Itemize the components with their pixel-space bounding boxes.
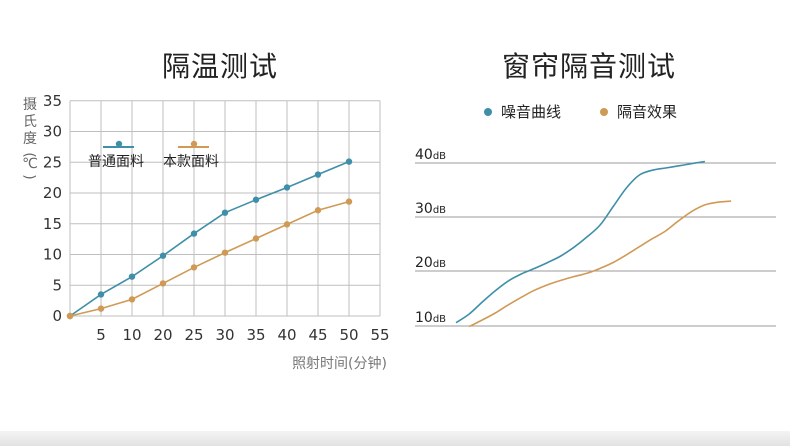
data-point [314,171,322,178]
x-tick-label: 5 [96,326,106,344]
y-tick-label: 0 [52,307,62,325]
data-point [190,264,198,271]
x-tick-label: 45 [308,326,327,344]
y-tick-label: 25 [43,153,62,171]
y-axis-label-char: 摄 [23,97,37,113]
series-line-1 [69,160,350,317]
data-point [252,196,260,203]
db-tick-label: 10dB [415,310,446,326]
data-point [345,158,353,165]
x-tick-label: 50 [339,326,358,344]
legend-swatch-dot [190,140,198,148]
data-point [221,249,229,256]
legend-label: 噪音曲线 [501,103,561,121]
noise-curve-1 [455,160,706,324]
y-tick-label: 5 [52,276,62,294]
data-point [159,252,167,259]
legend-dot [484,108,492,116]
bottom-band [0,431,790,446]
legend-label: 本款面料 [163,154,219,170]
y-tick-label: 15 [43,215,62,233]
y-tick-label: 30 [43,123,62,141]
data-point [190,230,198,237]
y-axis-label-char: 氏 [23,114,37,130]
series-line-2 [69,200,350,317]
y-tick-label: 20 [43,184,62,202]
db-tick-label: 20dB [415,255,446,271]
data-point [97,291,105,298]
y-axis-label-char: 度 [23,131,37,147]
y-axis-label-char: ℃ [22,156,38,172]
data-point [66,312,74,320]
db-tick-label: 30dB [415,201,446,217]
x-tick-label: 20 [153,326,172,344]
x-tick-label: 40 [277,326,296,344]
data-point [283,184,291,191]
x-axis-label: 照射时间(分钟) [292,355,387,372]
x-tick-label: 35 [246,326,265,344]
x-tick-label: 30 [215,326,234,344]
y-axis-label-char: ) [21,174,37,179]
data-point [252,235,260,242]
data-point [128,296,136,303]
legend-label: 普通面料 [88,154,144,170]
y-tick-label: 10 [43,246,62,264]
legend-label: 隔音效果 [617,103,677,121]
db-tick-label: 40dB [415,147,446,163]
data-point [159,280,167,287]
x-tick-label: 55 [370,326,389,344]
sound-test-title: 窗帘隔音测试 [502,49,677,83]
data-point [97,305,105,312]
x-tick-label: 25 [184,326,203,344]
y-axis-label-char: ( [21,152,37,157]
heat-test-title: 隔温测试 [162,49,279,83]
noise-curve-2 [468,200,732,328]
legend-swatch-dot [115,140,123,148]
y-tick-label: 35 [43,92,62,110]
legend-dot [600,108,608,116]
data-point [345,198,353,205]
data-point [221,209,229,216]
x-tick-label: 10 [122,326,141,344]
data-point [128,273,136,280]
data-point [314,207,322,214]
data-point [283,221,291,228]
